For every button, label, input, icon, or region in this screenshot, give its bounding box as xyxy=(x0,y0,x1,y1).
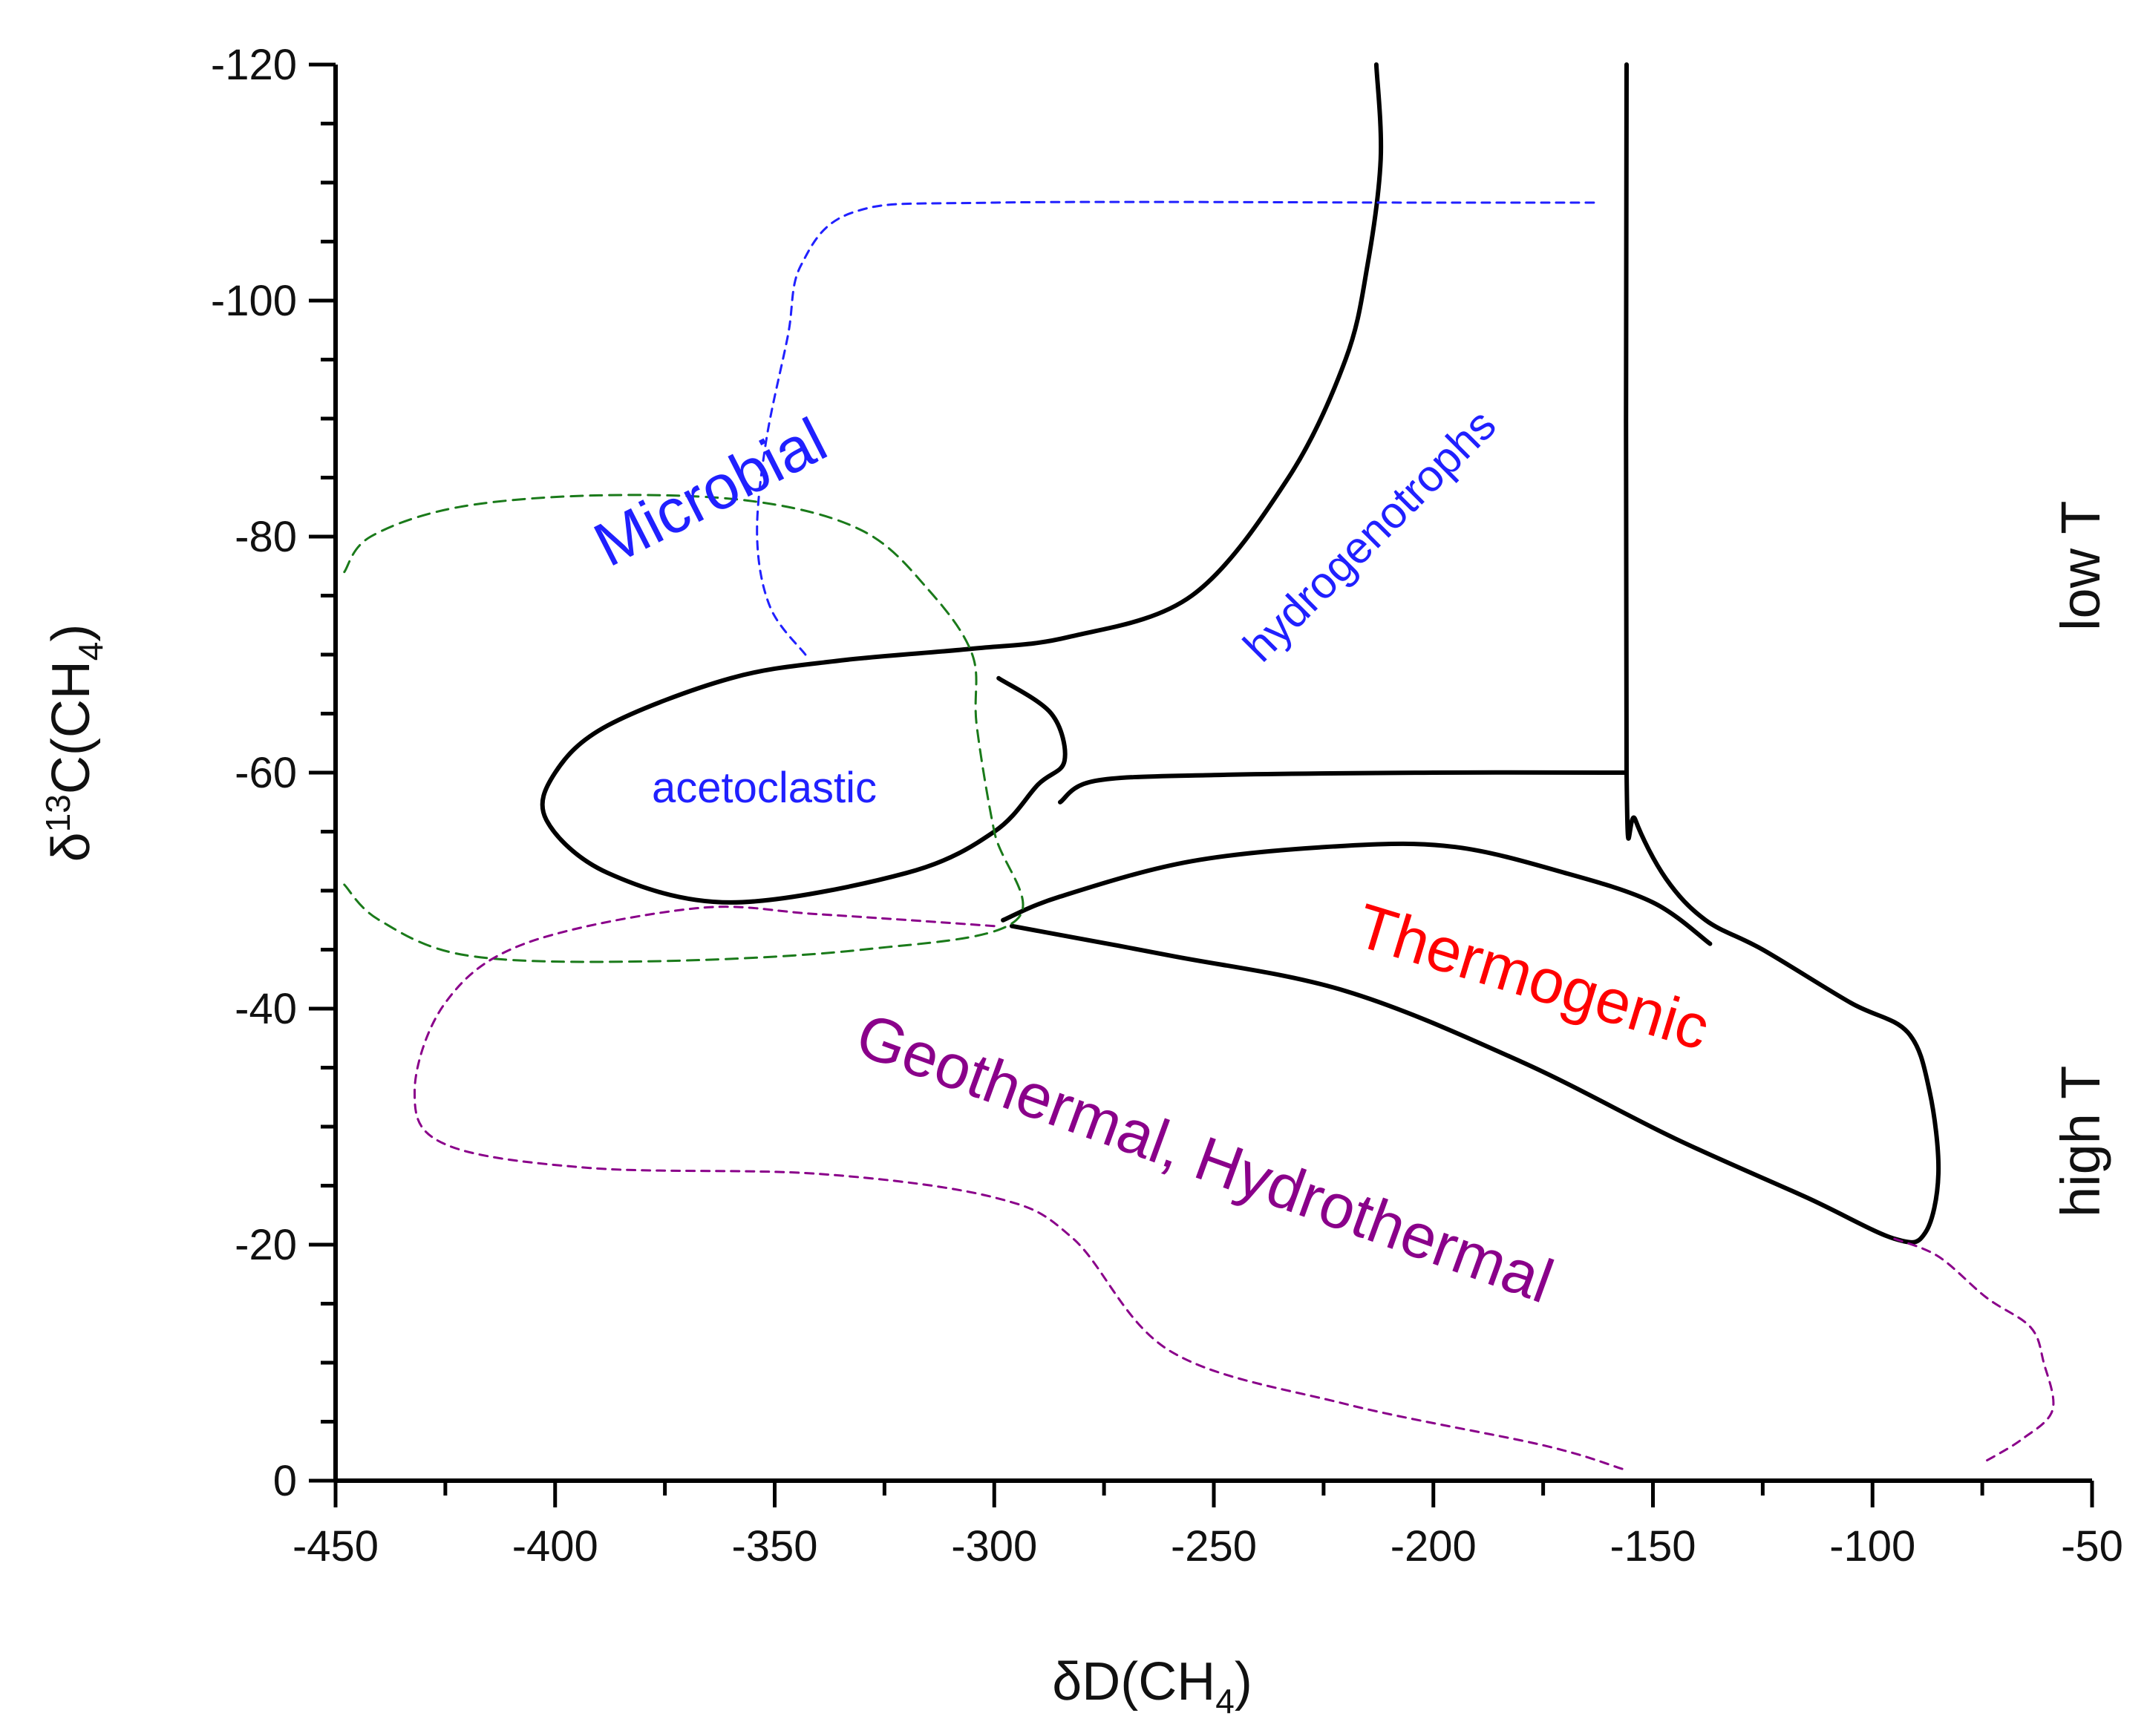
y-ticks: 0 -20 -40 -60 -80 -100 -120 xyxy=(211,41,336,1505)
x-tick-label: -150 xyxy=(1610,1522,1696,1570)
y-tick-label: -20 xyxy=(235,1221,297,1269)
low-t-label: low T xyxy=(2050,501,2111,631)
green-dashed-boundary xyxy=(343,494,1025,963)
x-ticks: -450 -400 -350 -300 -250 -200 -150 -100 -50 xyxy=(293,1481,2123,1570)
x-tick-label: -450 xyxy=(293,1522,379,1570)
x-tick-label: -300 xyxy=(951,1522,1037,1570)
acetoclastic-label: acetoclastic xyxy=(652,764,877,812)
axes: -450 -400 -350 -300 -250 -200 -150 -100 -50 0 -20… xyxy=(211,41,2123,1570)
x-axis-label: δD(CH4) xyxy=(1052,1652,1252,1720)
y-tick-label: -60 xyxy=(235,749,297,797)
y-tick-label: -100 xyxy=(211,277,297,325)
y-tick-label: 0 xyxy=(273,1457,297,1505)
thermogenic-upper-boundary xyxy=(1058,770,1629,805)
y-tick-label: -80 xyxy=(235,513,297,561)
y-tick-label: -120 xyxy=(211,41,297,89)
y-tick-label: -40 xyxy=(235,985,297,1033)
x-tick-label: -250 xyxy=(1171,1522,1257,1570)
geothermal-boundary xyxy=(414,905,1624,1470)
boundary-curves xyxy=(343,62,2055,1470)
y-axis-label: δ13C(CH4) xyxy=(39,624,110,862)
x-tick-label: -350 xyxy=(731,1522,817,1570)
geothermal-right-boundary xyxy=(1893,1237,2055,1464)
x-tick-label: -100 xyxy=(1829,1522,1915,1570)
thermogenic-inner-boundary xyxy=(1001,841,1713,946)
x-tick-label: -200 xyxy=(1391,1522,1477,1570)
x-tick-label: -50 xyxy=(2061,1522,2123,1570)
hydrogenotroph-boundary xyxy=(540,62,1384,905)
hydrogenotrophs-label: hydrogenotrophs xyxy=(1234,399,1506,671)
geothermal-label: Geothermal, Hydrothermal xyxy=(848,1000,1562,1317)
thermogenic-label: Thermogenic xyxy=(1349,890,1717,1063)
high-t-label: high T xyxy=(2050,1066,2111,1217)
vertical-boundary xyxy=(1009,62,1941,1245)
x-tick-label: -400 xyxy=(512,1522,598,1570)
microbial-label: Microbial xyxy=(583,404,837,580)
